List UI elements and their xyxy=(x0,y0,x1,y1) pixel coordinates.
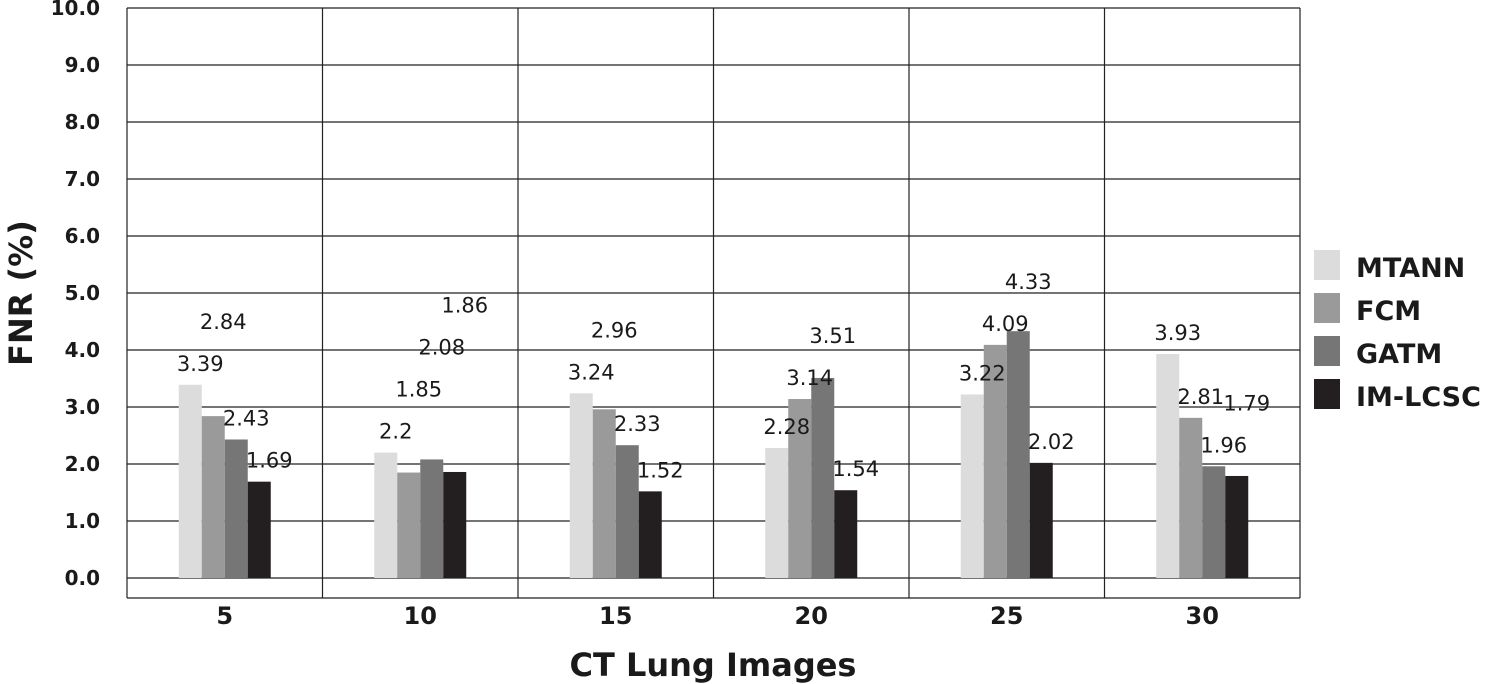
y-tick-label: 5.0 xyxy=(65,281,100,305)
x-tick-label: 30 xyxy=(1186,602,1219,630)
y-tick-label: 2.0 xyxy=(65,452,100,476)
bar-fcm xyxy=(397,472,421,578)
bar-gatm xyxy=(615,445,639,578)
data-label-im-lcsc: 1.54 xyxy=(832,457,879,481)
data-label-gatm: 4.33 xyxy=(1005,270,1052,294)
bars xyxy=(178,331,1249,578)
y-tick-label: 8.0 xyxy=(65,110,100,134)
data-label-im-lcsc: 1.69 xyxy=(246,449,293,473)
x-tick-label: 5 xyxy=(216,602,233,630)
data-label-fcm: 2.96 xyxy=(591,318,638,342)
bar-im-lcsc xyxy=(638,491,662,578)
grid-lines xyxy=(126,7,1301,599)
y-tick-label: 0.0 xyxy=(65,566,100,590)
data-label-mtann: 3.22 xyxy=(959,361,1006,385)
legend-label-fcm: FCM xyxy=(1356,296,1421,327)
data-label-mtann: 2.2 xyxy=(379,420,412,444)
data-label-im-lcsc: 1.86 xyxy=(441,294,488,318)
data-label-gatm: 2.08 xyxy=(418,336,465,360)
data-label-fcm: 4.09 xyxy=(982,312,1029,336)
data-label-fcm: 2.81 xyxy=(1177,385,1224,409)
bar-fcm xyxy=(983,344,1007,578)
bar-gatm xyxy=(224,439,248,578)
bar-gatm xyxy=(811,377,835,578)
bar-fcm xyxy=(788,399,812,578)
legend-swatch-mtann xyxy=(1314,250,1340,280)
data-label-mtann: 3.39 xyxy=(177,352,224,376)
x-tick-label: 25 xyxy=(990,602,1023,630)
x-tick-label: 10 xyxy=(404,602,437,630)
data-label-fcm: 2.84 xyxy=(200,310,247,334)
y-tick-label: 9.0 xyxy=(65,53,100,77)
y-tick-label: 4.0 xyxy=(65,338,100,362)
y-tick-label: 7.0 xyxy=(65,167,100,191)
x-axis-title: CT Lung Images xyxy=(570,646,857,684)
bar-mtann xyxy=(178,384,202,578)
data-label-gatm: 1.96 xyxy=(1200,433,1247,457)
bar-fcm xyxy=(1179,417,1203,578)
data-label-mtann: 3.93 xyxy=(1154,321,1201,345)
legend: MTANN FCM GATM IM-LCSC xyxy=(1314,250,1481,413)
bar-fcm xyxy=(201,416,225,578)
bar-im-lcsc xyxy=(443,471,467,578)
y-tick-label: 1.0 xyxy=(65,509,100,533)
legend-label-mtann: MTANN xyxy=(1356,253,1465,284)
x-tick-label: 20 xyxy=(795,602,828,630)
bar-mtann xyxy=(374,452,398,578)
bar-im-lcsc xyxy=(1225,475,1249,578)
data-labels: 3.39 2.84 2.43 1.69 2.2 1.85 2.08 1.86 3.24 2.96 2… xyxy=(177,270,1270,482)
x-tick-label: 15 xyxy=(599,602,632,630)
legend-label-gatm: GATM xyxy=(1356,339,1442,370)
data-label-fcm: 1.85 xyxy=(395,378,442,402)
y-axis-ticks: 0.0 1.0 2.0 3.0 4.0 5.0 6.0 7.0 8.0 9.0 10.0 xyxy=(51,0,100,590)
bar-im-lcsc xyxy=(834,490,858,578)
bar-mtann xyxy=(765,448,789,578)
data-label-gatm: 3.51 xyxy=(809,324,856,348)
data-label-mtann: 2.28 xyxy=(763,415,810,439)
data-label-gatm: 2.43 xyxy=(223,406,270,430)
data-label-im-lcsc: 1.79 xyxy=(1223,391,1270,415)
data-label-gatm: 2.33 xyxy=(614,412,661,436)
y-tick-label: 3.0 xyxy=(65,395,100,419)
bar-im-lcsc xyxy=(1029,462,1053,578)
data-label-im-lcsc: 2.02 xyxy=(1028,430,1075,454)
legend-swatch-im-lcsc xyxy=(1314,379,1340,409)
bar-gatm xyxy=(1006,331,1030,578)
data-label-im-lcsc: 1.52 xyxy=(637,458,684,482)
legend-swatch-fcm xyxy=(1314,293,1340,323)
y-tick-label: 10.0 xyxy=(51,0,100,20)
legend-label-im-lcsc: IM-LCSC xyxy=(1356,382,1481,413)
bar-mtann xyxy=(569,393,593,578)
bar-im-lcsc xyxy=(247,481,271,578)
bar-fcm xyxy=(592,409,616,578)
x-axis-ticks: 5 10 15 20 25 30 xyxy=(216,602,1219,630)
legend-swatch-gatm xyxy=(1314,336,1340,366)
y-axis-title: FNR (%) xyxy=(2,220,40,366)
data-label-fcm: 3.14 xyxy=(786,366,833,390)
data-label-mtann: 3.24 xyxy=(568,360,615,384)
y-tick-label: 6.0 xyxy=(65,224,100,248)
bar-gatm xyxy=(1202,466,1226,578)
bar-mtann xyxy=(1156,353,1180,578)
bar-mtann xyxy=(960,394,984,578)
bar-gatm xyxy=(420,459,444,578)
